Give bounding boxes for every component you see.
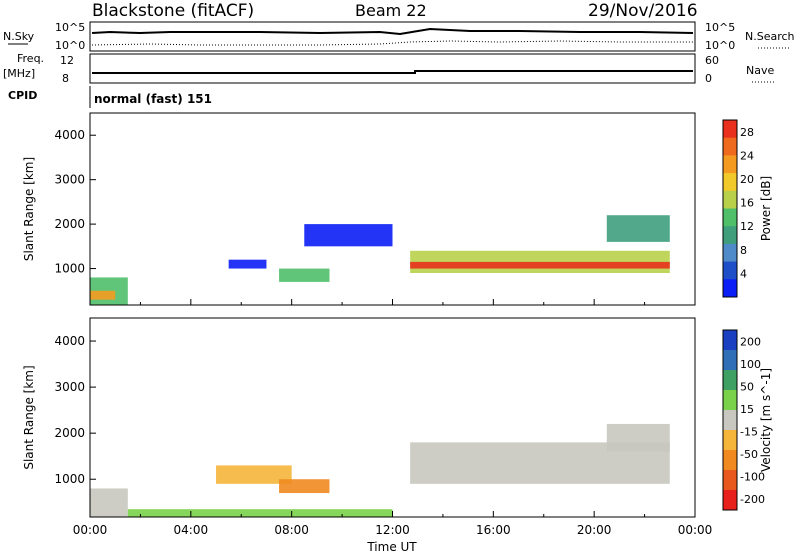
noise-tick-low-right: 10^0 [705,39,735,52]
colorbar-segment [723,173,737,192]
colorbar-segment [723,208,737,227]
velocity-panel: 1000 2000 3000 4000 Slant Range [km] 200 100 50… [22,317,773,518]
velocity-echo-region [606,423,670,452]
power-echo-region [90,290,116,300]
x-tick-label: 04:00 [174,523,209,537]
power-echo-region [606,215,670,242]
colorbar-segment [723,470,737,491]
colorbar-segment [723,350,737,371]
x-tick-label: 08:00 [274,523,309,537]
y-tick-label: 2000 [54,426,85,440]
colorbar-segment [723,390,737,411]
nsearch-trace [91,40,693,46]
colorbar-segment [723,490,737,511]
x-tick-label: 00:00 [73,523,108,537]
colorbar-segment [723,243,737,263]
velocity-echo-region [279,479,330,494]
velocity-echo-region [216,465,292,484]
freq-trace [92,70,693,74]
power-echo-region [279,268,330,282]
freq-tick-8: 8 [62,72,69,85]
power-echo-region [410,261,670,269]
colorbar-tick-label: 200 [740,335,761,348]
noise-tick-high-left: 10^5 [55,21,85,34]
freq-tick-12: 12 [60,54,74,67]
x-tick-label: 00:00 [678,523,713,537]
colorbar-tick-label: -50 [740,448,758,461]
cpid-value: normal (fast) 151 [94,92,212,106]
power-echo-region [304,224,393,247]
colorbar-segment [723,190,737,209]
velocity-colorbar-label: Velocity [m s^-1] [759,368,773,472]
colorbar-segment [723,330,737,351]
colorbar-segment [723,410,737,431]
colorbar-tick-label: -200 [740,493,765,506]
colorbar-tick-label: 4 [740,267,747,280]
velocity-y-label: Slant Range [km] [22,365,36,469]
velocity-echo-region [90,488,128,517]
y-tick-label: 4000 [54,128,85,142]
nave-label: Nave [746,64,774,77]
power-echo-region [228,259,267,269]
y-tick-label: 3000 [54,380,85,394]
nave-tick-60: 60 [705,54,719,67]
cpid-label: CPID [8,89,37,102]
colorbar-segment [723,430,737,451]
nave-tick-0: 0 [705,72,712,85]
colorbar-tick-label: -15 [740,425,758,438]
y-tick-label: 3000 [54,173,85,187]
date-label: 29/Nov/2016 [588,1,698,21]
colorbar-tick-label: -100 [740,470,765,483]
colorbar-segment [723,155,737,174]
nsky-label: N.Sky [3,30,35,43]
freq-panel [89,53,696,84]
colorbar-tick-label: 12 [740,220,754,233]
x-tick-label: 16:00 [476,523,511,537]
noise-tick-high-right: 10^5 [705,21,735,34]
colorbar-tick-label: 20 [740,173,754,186]
colorbar-segment [723,279,737,298]
colorbar-tick-label: 15 [740,403,754,416]
colorbar-segment [723,261,737,280]
colorbar-tick-label: 16 [740,197,754,210]
colorbar-frame [722,329,738,511]
velocity-frame [89,317,696,518]
colorbar-segment [723,450,737,471]
nsearch-label: N.Search [745,30,795,43]
power-frame [89,112,696,306]
colorbar-tick-label: 24 [740,149,754,162]
noise-panel [89,21,696,52]
colorbar-segment [723,226,737,245]
colorbar-segment [723,137,737,156]
x-tick-label: 20:00 [577,523,612,537]
y-tick-label: 1000 [54,472,85,486]
x-axis-title: Time UT [366,540,417,554]
freq-unit: [MHz] [3,67,35,80]
power-colorbar-label: Power [dB] [759,176,773,241]
x-tick-label: 12:00 [375,523,410,537]
colorbar-tick-label: 28 [740,126,754,139]
power-y-label: Slant Range [km] [22,157,36,261]
colorbar-segment [723,120,737,139]
velocity-echo-region [127,509,393,517]
time-axis: 00:00 04:00 08:00 12:00 16:00 20:00 00:00 [73,523,713,537]
colorbar-frame [722,119,738,298]
power-panel: 1000 2000 3000 4000 Slant Range [km] 4 8 12 16 20… [22,112,773,306]
y-tick-label: 4000 [54,334,85,348]
colorbar-tick-label: 50 [740,380,754,393]
freq-label: Freq. [17,52,44,65]
y-tick-label: 2000 [54,217,85,231]
colorbar-tick-label: 8 [740,244,747,257]
station-title: Blackstone (fitACF) [92,1,254,21]
y-tick-label: 1000 [54,262,85,276]
nsky-trace [91,27,694,36]
noise-tick-low-left: 10^0 [55,39,85,52]
colorbar-segment [723,370,737,391]
colorbar-tick-label: 100 [740,358,761,371]
beam-label: Beam 22 [355,1,427,20]
